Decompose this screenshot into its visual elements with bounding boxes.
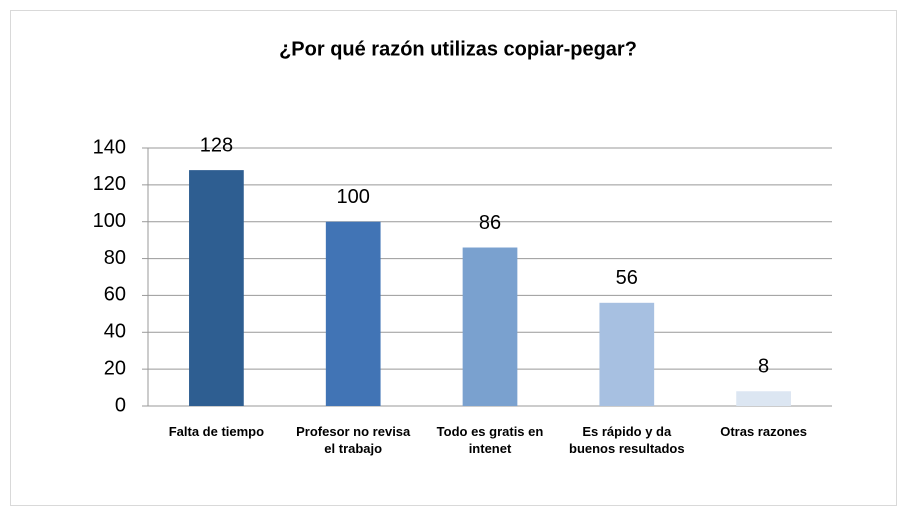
bar [462,247,518,406]
y-tick-label: 0 [115,394,126,416]
bar [736,391,791,406]
y-tick-label: 100 [93,210,126,232]
bar [325,221,381,406]
y-tick-label: 20 [104,357,126,379]
data-label: 100 [337,186,370,208]
chart-title: ¿Por qué razón utilizas copiar-pegar? [279,38,637,60]
y-tick-label: 40 [104,321,126,343]
data-label: 86 [479,212,501,234]
data-label: 56 [616,267,638,289]
bar [189,170,244,406]
y-tick-label: 60 [104,284,126,306]
data-label: 8 [758,356,769,378]
bar [599,302,655,406]
x-tick-label: Otras razones [720,424,807,439]
y-tick-label: 120 [93,173,126,195]
x-tick-label: Es rápido y da buenos resultados [569,424,685,456]
y-tick-label: 80 [104,247,126,269]
y-tick-label: 140 [93,136,126,158]
data-label: 128 [200,134,233,156]
chart-border [10,10,897,506]
x-tick-label: Todo es gratis en intenet [437,424,544,456]
x-tick-label: Falta de tiempo [169,424,264,439]
x-tick-label: Profesor no revisa el trabajo [296,424,411,456]
